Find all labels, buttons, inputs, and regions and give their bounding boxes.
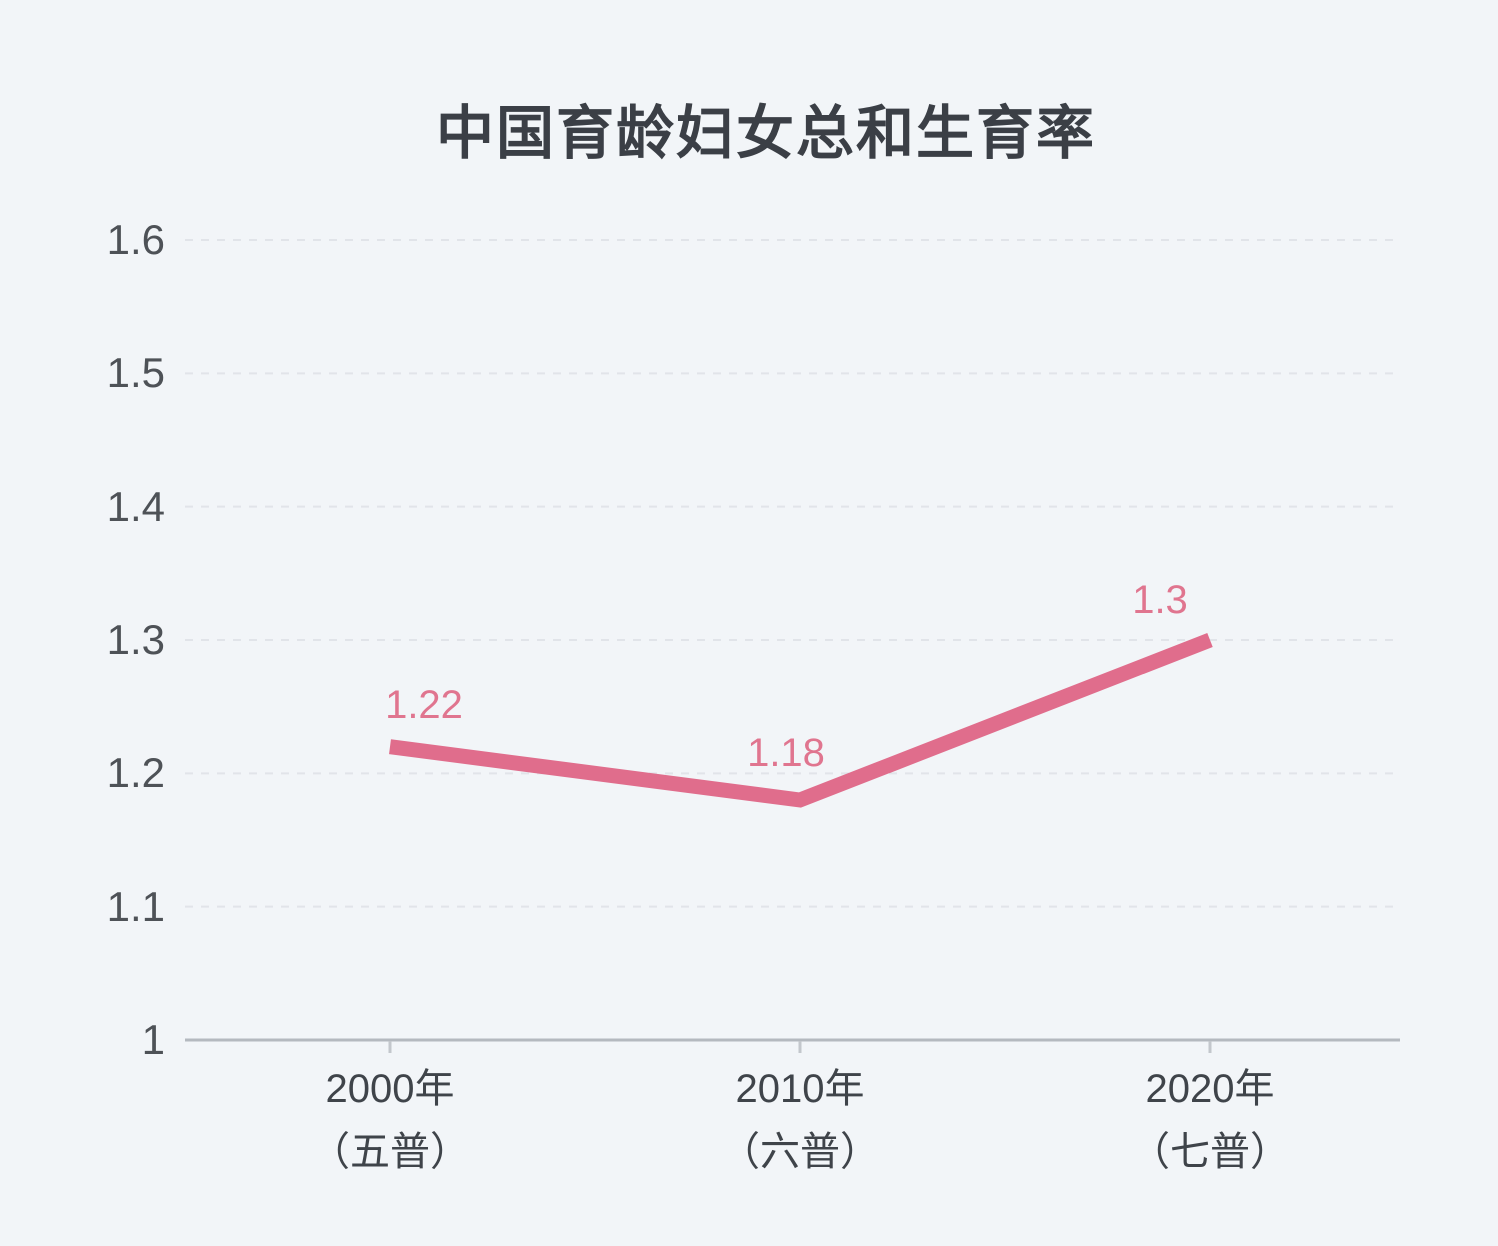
x-tick-label: 2010年 （六普） [630,1058,970,1184]
y-tick-label: 1.2 [106,749,165,797]
y-tick-label: 1 [141,1016,165,1063]
fertility-rate-line [389,633,1213,808]
data-point-label: 1.18 [747,731,825,775]
y-tick-label: 1.6 [106,216,165,263]
y-tick-label: 1.4 [106,482,165,530]
x-tick-label: 2000年 （五普） [220,1058,560,1184]
x-tick-census: （六普） [720,1130,880,1174]
x-tick-label: 2020年 （七普） [1040,1058,1380,1184]
x-tick-year: 2010年 [735,1067,865,1111]
data-point-label: 1.22 [385,682,463,727]
y-tick-label: 1.1 [106,882,165,930]
x-tick-year: 2000年 [325,1067,455,1111]
data-point-label: 1.3 [1132,578,1188,622]
chart-title: 中国育龄妇女总和生育率 [435,101,1096,166]
y-tick-label: 1.5 [106,349,165,397]
x-tick-year: 2020年 [1145,1067,1275,1111]
x-tick-census: （五普） [310,1130,470,1174]
y-tick-label: 1.3 [106,616,165,663]
x-tick-census: （七普） [1130,1130,1290,1174]
